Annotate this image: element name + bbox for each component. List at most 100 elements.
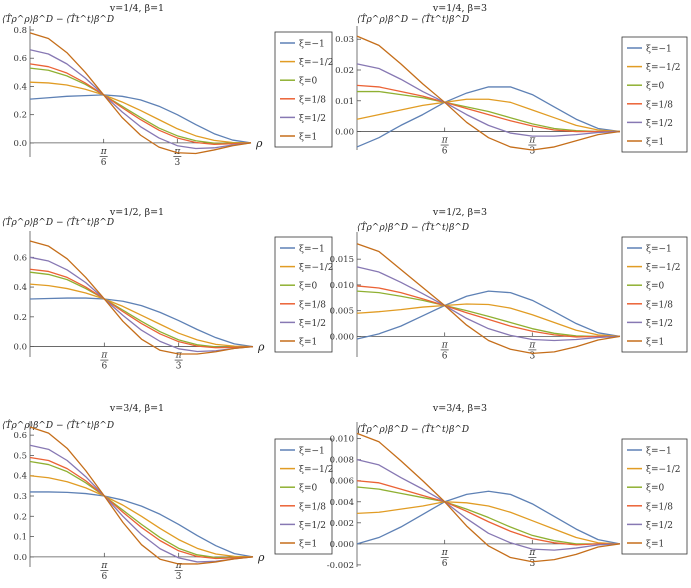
y-tick-label: 0.03 <box>335 35 354 45</box>
series-line <box>356 290 620 338</box>
series-line <box>356 459 621 551</box>
series-line <box>356 98 621 133</box>
y-tick-label: 0.1 <box>13 533 27 543</box>
legend-entry: ξ=1/2 <box>646 319 673 329</box>
chart-title: v=1/4, β=1 <box>109 3 164 14</box>
x-tick-numerator: π <box>441 136 449 146</box>
y-tick-label: 0.0 <box>13 139 27 149</box>
legend: ξ=−1 ξ=−1/2 ξ=0 ξ=1/8 ξ=1/2 ξ=1 <box>621 438 688 555</box>
legend-entry: ξ=1 <box>646 338 664 348</box>
series-line <box>356 266 621 342</box>
y-tick-label: 0.4 <box>13 82 27 92</box>
series-line <box>356 490 621 545</box>
legend-box <box>621 438 688 555</box>
y-tick-label: 0.00 <box>335 128 354 138</box>
legend-box <box>274 31 333 148</box>
series-line <box>29 94 252 144</box>
y-tick-label: 0.4 <box>13 472 27 482</box>
y-tick-label: 0.006 <box>330 477 354 487</box>
legend-entry: ξ=−1 <box>646 45 672 55</box>
y-axis-label: ⟨T̂ρ^ρ⟩β^D − ⟨T̂t^t⟩β^D <box>2 419 114 431</box>
series-line <box>29 268 254 349</box>
chart-panel-5: v=3/4, β=1 ⟨T̂ρ^ρ⟩β^D − ⟨T̂t^t⟩β^D 0.0 0.1 0… <box>2 403 334 582</box>
x-tick-numerator: π <box>100 561 108 571</box>
legend-box <box>621 236 688 353</box>
y-tick-label: 0.005 <box>330 307 354 317</box>
y-tick-label: 0.010 <box>330 435 354 445</box>
chart-panel-1: v=1/4, β=1⟨T̂ρ^ρ⟩β^D − ⟨T̂t^t⟩β^D 0.0 0.2 0… <box>2 3 334 168</box>
y-tick-label: 0.02 <box>335 66 354 76</box>
legend-entry: ξ=1/8 <box>299 95 326 105</box>
x-tick-numerator: π <box>528 548 536 558</box>
x-tick-denominator: 6 <box>442 559 448 569</box>
x-tick-label: π3 <box>173 147 181 168</box>
x-axis-label: ρ <box>257 551 265 564</box>
series-line <box>29 283 254 348</box>
y-axis-label: ⟨T̂ρ^ρ⟩β^D − ⟨T̂t^t⟩β^D <box>357 13 469 25</box>
x-tick-denominator: 3 <box>529 351 535 361</box>
legend: ξ=−1 ξ=−1/2 ξ=0 ξ=1/8 ξ=1/2 ξ=1 <box>621 36 688 153</box>
series-line <box>29 271 254 348</box>
legend-entry: ξ=−1/2 <box>299 263 334 273</box>
x-tick-label: π6 <box>100 351 108 372</box>
y-tick-label: 0.010 <box>330 281 354 291</box>
legend-entry: ξ=0 <box>646 82 664 92</box>
y-axis-label: ⟨T̂ρ^ρ⟩β^D − ⟨T̂t^t⟩β^D <box>2 13 114 25</box>
series-line <box>29 460 254 559</box>
x-tick-numerator: π <box>175 561 183 571</box>
y-tick-label: 0.4 <box>13 283 27 293</box>
legend: ξ=−1 ξ=−1/2 ξ=0 ξ=1/8 ξ=1/2 ξ=1 <box>274 31 334 148</box>
x-tick-numerator: π <box>175 351 183 361</box>
legend-entry: ξ=1/8 <box>646 300 673 310</box>
y-tick-label: 0.5 <box>13 451 27 461</box>
x-tick-denominator: 3 <box>176 362 182 372</box>
series-line <box>356 285 620 338</box>
legend-entry: ξ=−1/2 <box>299 465 334 475</box>
y-axis-label: ⟨T̂ρ^ρ⟩β^D − ⟨T̂t^t⟩β^D <box>357 423 469 435</box>
series-line <box>357 90 620 133</box>
legend-entry: ξ=0 <box>299 484 317 494</box>
x-tick-numerator: π <box>100 351 108 361</box>
x-tick-denominator: 6 <box>442 351 448 361</box>
series-line <box>29 297 254 348</box>
legend-entry: ξ=0 <box>646 282 664 292</box>
x-tick-numerator: π <box>441 340 449 350</box>
legend-entry: ξ=1/8 <box>646 100 673 110</box>
y-axis-label: ⟨T̂ρ^ρ⟩β^D − ⟨T̂t^t⟩β^D <box>2 216 114 228</box>
chart-title: v=1/2, β=3 <box>432 207 487 218</box>
x-tick-numerator: π <box>528 136 536 146</box>
y-tick-label: -0.002 <box>327 561 354 571</box>
y-tick-label: 0.2 <box>13 512 27 522</box>
series-line <box>356 63 621 137</box>
legend: ξ=−1 ξ=−1/2 ξ=0 ξ=1/8 ξ=1/2 ξ=1 <box>621 236 688 353</box>
x-tick-denominator: 3 <box>176 572 182 582</box>
legend-entry: ξ=−1 <box>646 447 672 457</box>
series-line <box>30 491 254 558</box>
legend-entry: ξ=−1 <box>646 245 672 255</box>
legend-entry: ξ=1/8 <box>299 300 326 310</box>
x-tick-denominator: 6 <box>101 158 107 168</box>
chart-title: v=1/4, β=3 <box>432 3 487 14</box>
legend-entry: ξ=0 <box>299 282 317 292</box>
series-line <box>29 67 252 144</box>
x-tick-numerator: π <box>100 147 108 157</box>
legend-entry: ξ=−1 <box>299 40 325 50</box>
legend-entry: ξ=1 <box>646 540 664 550</box>
legend-entry: ξ=1 <box>299 338 317 348</box>
x-axis-label: ρ <box>255 137 263 150</box>
chart-title: v=1/2, β=1 <box>109 207 164 218</box>
x-tick-label: π6 <box>440 340 449 361</box>
y-tick-label: 0.2 <box>13 313 27 323</box>
legend-entry: ξ=1 <box>646 138 664 148</box>
series-line <box>29 240 254 355</box>
x-tick-denominator: 3 <box>174 158 180 168</box>
legend-entry: ξ=0 <box>646 484 664 494</box>
legend-entry: ξ=1 <box>299 540 317 550</box>
legend-entry: ξ=−1 <box>299 245 325 255</box>
x-tick-label: π6 <box>440 136 449 157</box>
y-tick-label: 0.6 <box>13 253 27 263</box>
y-tick-label: 0.000 <box>330 332 354 342</box>
series-line <box>29 32 252 155</box>
legend-box <box>274 236 333 353</box>
